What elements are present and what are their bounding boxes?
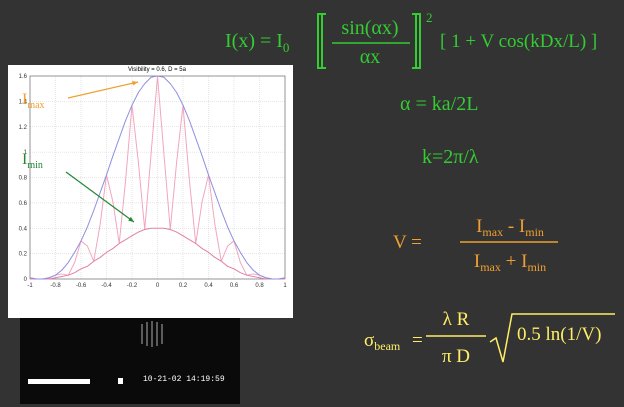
x-tick-label: 0.8	[255, 283, 264, 289]
text: + I	[501, 251, 528, 272]
exponent: 2	[426, 10, 433, 25]
x-tick-label: -0.6	[76, 283, 87, 289]
scale-bar	[28, 379, 90, 384]
y-tick-label: 1.2	[19, 125, 28, 131]
x-tick-label: -0.2	[127, 283, 138, 289]
intensity-num: sin(αx)	[341, 17, 398, 39]
x-tick-label: 0.4	[204, 283, 213, 289]
annotation-sub: max	[27, 100, 44, 111]
subscript: 0	[283, 40, 290, 55]
intensity-rest: [ 1 + V cos(kDx/L) ]	[440, 31, 597, 52]
equals: =	[412, 330, 423, 351]
intensity-den: αx	[360, 46, 380, 68]
text: - I	[503, 216, 525, 237]
annotation-sub: min	[27, 160, 43, 171]
visibility-lhs: V =	[393, 232, 422, 253]
alpha-formula: α = ka/2L	[400, 93, 478, 115]
marker	[118, 378, 123, 384]
x-tick-label: -0.4	[101, 283, 112, 289]
slide: I(x) = I0 sin(αx) αx 2 [ 1 + V cos(kDx/L…	[0, 0, 624, 407]
subscript: beam	[374, 339, 401, 353]
x-tick-label: 0.6	[230, 283, 239, 289]
subscript: max	[480, 260, 501, 274]
k-formula: k=2π/λ	[422, 146, 479, 168]
camera-photo	[20, 318, 240, 404]
x-tick-label: 0.2	[179, 283, 188, 289]
y-tick-label: 0.4	[19, 226, 28, 232]
y-tick-label: 0.2	[19, 252, 28, 258]
intensity-lhs: I(x) = I0	[225, 30, 289, 55]
x-tick-label: -1	[27, 283, 33, 289]
y-tick-label: 0.8	[19, 176, 28, 182]
sigma-num: λ R	[443, 309, 470, 330]
text: I(x) = I	[225, 30, 283, 52]
sigma-root: 0.5 ln(1/V)	[517, 324, 601, 345]
text: σ	[364, 330, 374, 351]
subscript: min	[527, 260, 546, 274]
plot-title: Visibility = 0.6, D = 5a	[128, 67, 187, 73]
y-tick-label: 0.6	[19, 201, 28, 207]
x-tick-label: -0.8	[50, 283, 61, 289]
y-tick-label: 1.6	[19, 74, 28, 80]
subscript: min	[525, 225, 544, 239]
plot-panel	[8, 65, 293, 318]
sigma-den: π D	[442, 346, 470, 367]
subscript: max	[482, 225, 503, 239]
timestamp: 10-21-02 14:19:59	[143, 375, 225, 384]
